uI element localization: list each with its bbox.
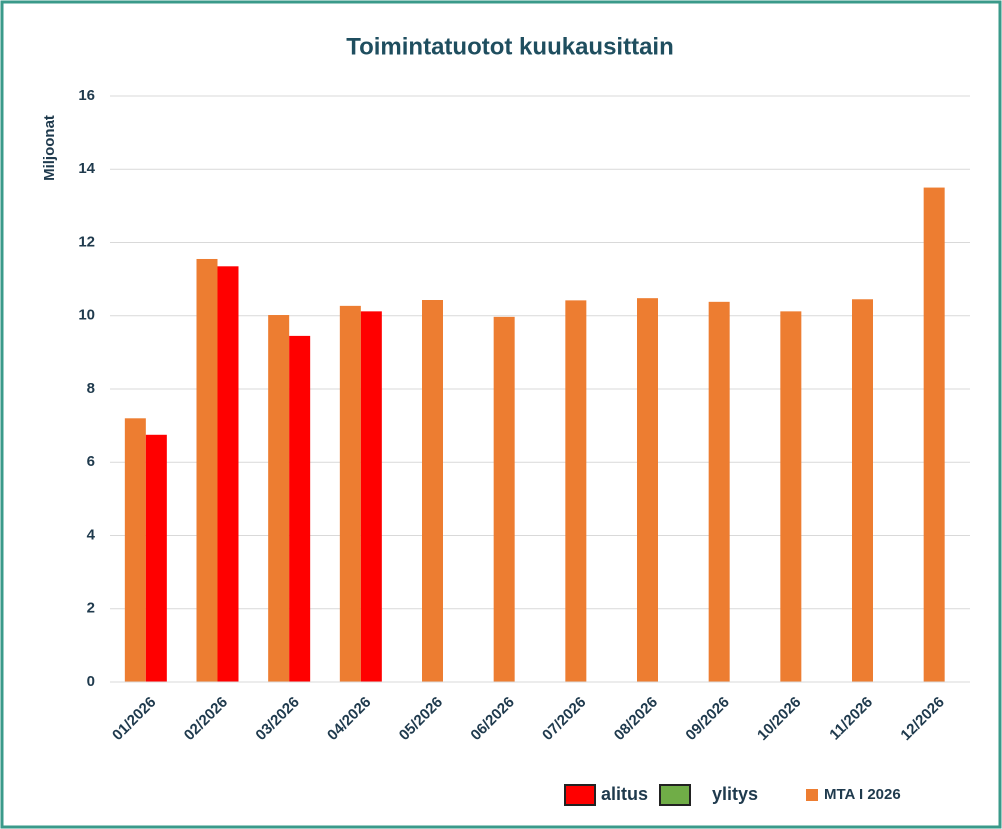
bar: [852, 299, 873, 682]
bar: [923, 187, 945, 682]
bar: [268, 315, 290, 682]
bar: [196, 258, 218, 682]
y-tick-label: 0: [87, 673, 95, 690]
y-tick-label: 16: [78, 87, 95, 104]
bar: [289, 335, 311, 682]
y-tick-label: 6: [87, 453, 95, 470]
bar: [780, 311, 802, 682]
y-axis-label: Miljoonat: [41, 115, 58, 181]
bar: [360, 311, 382, 682]
bar: [422, 300, 443, 682]
y-tick-label: 8: [87, 380, 95, 397]
chart-title: Toimintatuotot kuukausittain: [346, 33, 674, 60]
y-tick-label: 4: [87, 526, 96, 543]
bar: [708, 301, 730, 682]
bar: [565, 300, 587, 682]
bar: [339, 305, 361, 682]
bar: [217, 266, 239, 682]
bar: [637, 298, 658, 682]
bar: [124, 418, 146, 682]
legend-label: ylitys: [712, 784, 758, 804]
bar: [493, 316, 515, 682]
y-tick-label: 12: [78, 233, 95, 250]
y-tick-label: 2: [87, 600, 95, 617]
legend-swatch: [806, 789, 818, 801]
y-tick-label: 14: [78, 160, 95, 177]
legend-label: MTA I 2026: [824, 786, 901, 803]
legend-label: alitus: [601, 784, 648, 804]
legend-swatch: [659, 784, 691, 806]
bar: [145, 434, 167, 682]
legend-swatch: [564, 784, 596, 806]
y-tick-label: 10: [78, 307, 95, 324]
